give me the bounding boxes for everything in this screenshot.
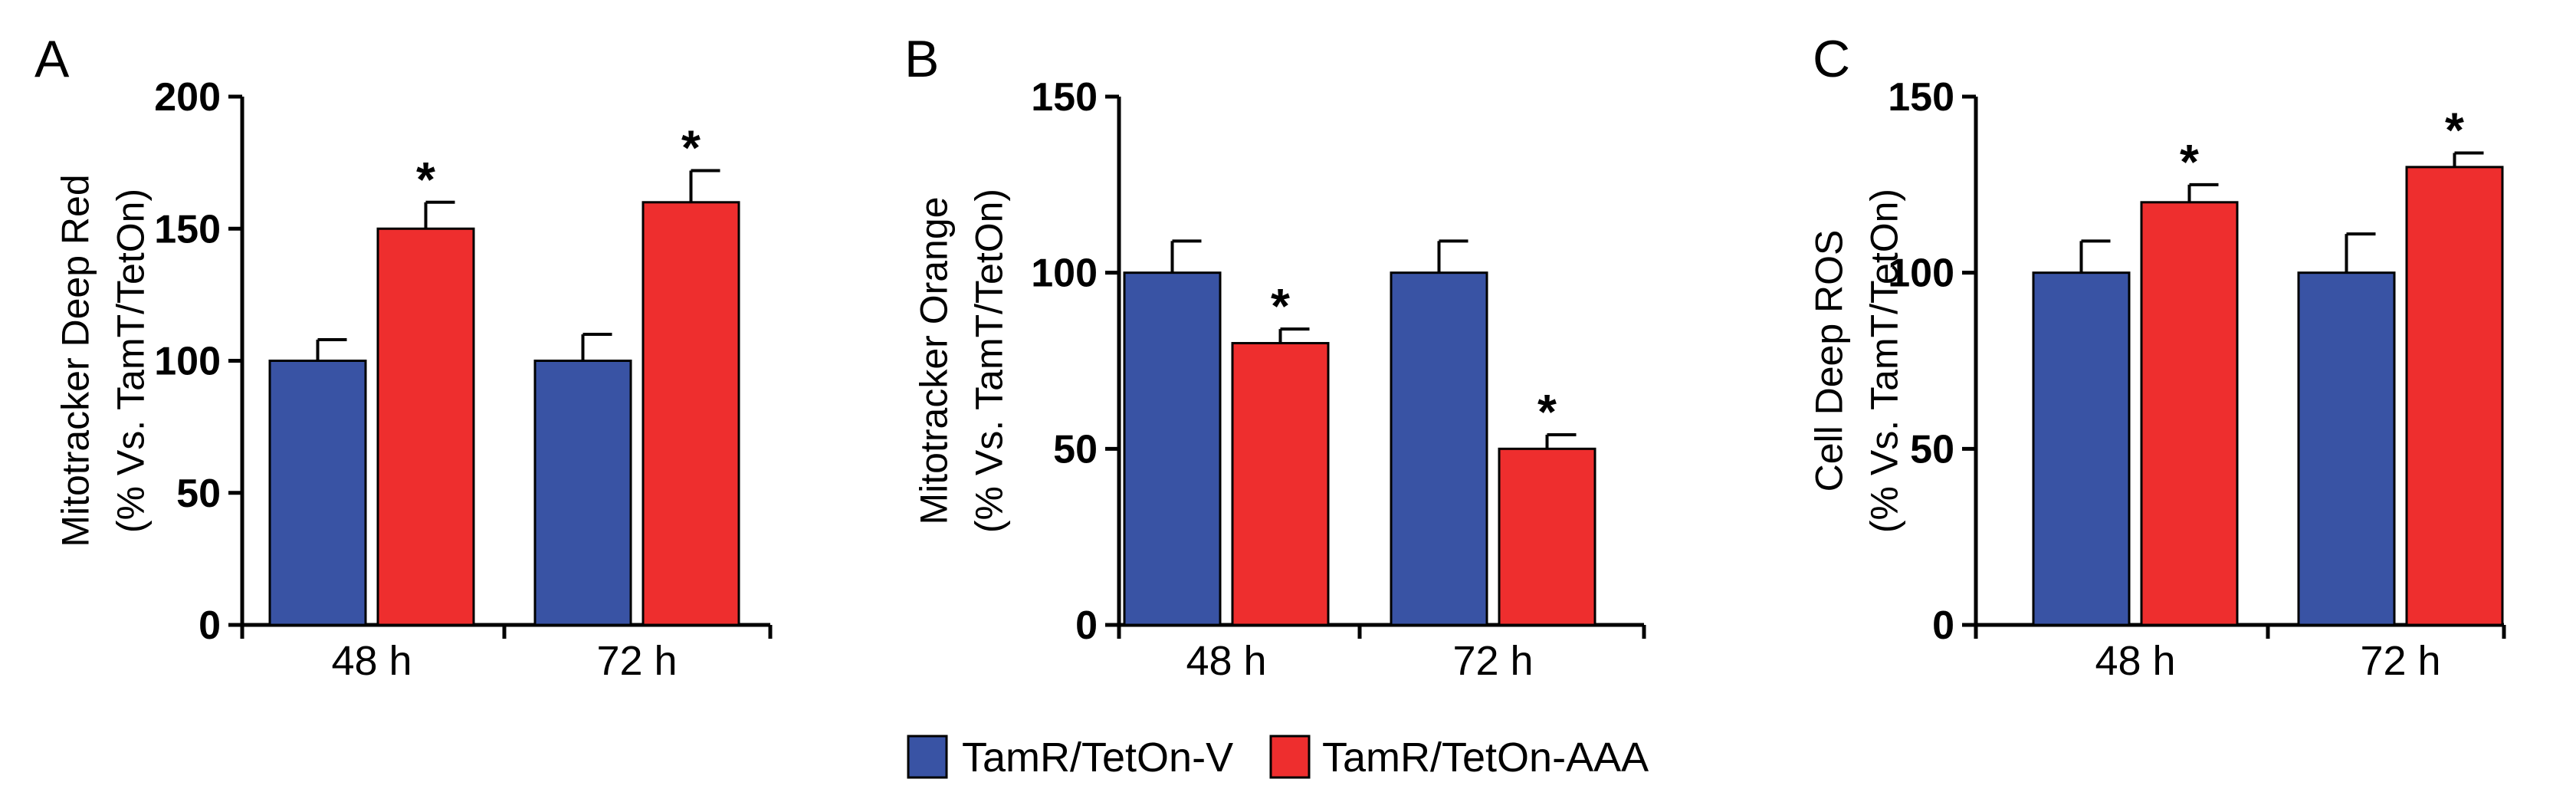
legend-swatch-v xyxy=(907,735,948,779)
bar-aaa-1 xyxy=(642,201,740,626)
bar-aaa-0 xyxy=(1231,342,1330,626)
y-tick-label: 50 xyxy=(1053,427,1098,472)
chart-panels: A 0 50 100 150 200 Mitotracker Deep Red (% Vs. … xyxy=(34,30,2506,684)
bar-v-0 xyxy=(1123,271,1222,626)
significance-mark: * xyxy=(2445,102,2464,157)
bar-v-0 xyxy=(268,360,367,626)
bar-aaa-0 xyxy=(376,227,475,626)
y-tick-label: 0 xyxy=(1075,603,1098,648)
y-tick-label: 0 xyxy=(199,603,221,648)
legend: TamR/TetOn-V TamR/TetOn-AAA xyxy=(907,735,1649,781)
y-tick-label: 100 xyxy=(154,340,221,384)
bar-v-0 xyxy=(2032,271,2131,626)
legend-label-v: TamR/TetOn-V xyxy=(962,735,1233,781)
y-tick-label: 100 xyxy=(1888,251,1954,296)
y-tick-label: 50 xyxy=(176,472,221,516)
panel-letter: C xyxy=(1813,30,1850,88)
x-tick-label: 48 h xyxy=(2095,638,2175,684)
y-tick-label: 150 xyxy=(1031,75,1098,120)
x-tick-label: 48 h xyxy=(1186,638,1266,684)
significance-mark: * xyxy=(2180,134,2199,189)
y-tick-label: 0 xyxy=(1932,603,1954,648)
legend-swatch-aaa xyxy=(1269,735,1311,779)
y-tick-label: 150 xyxy=(154,207,221,251)
y-axis-label-line1: Cell Deep ROS xyxy=(1808,230,1851,492)
bar-aaa-0 xyxy=(2140,201,2239,626)
x-tick-label: 72 h xyxy=(1452,638,1533,684)
legend-label-aaa: TamR/TetOn-AAA xyxy=(1322,735,1649,781)
bar-aaa-1 xyxy=(1498,447,1596,626)
significance-mark: * xyxy=(416,152,435,207)
bar-v-1 xyxy=(533,360,632,626)
y-tick-label: 150 xyxy=(1888,75,1954,120)
bar-v-1 xyxy=(1390,271,1488,626)
chart-panel-b: B 0 50 100 150 Mitotracker Orange (% Vs. TamT/… xyxy=(904,30,1646,684)
y-tick-label: 100 xyxy=(1031,251,1098,296)
y-tick-label: 200 xyxy=(154,75,221,120)
significance-mark: * xyxy=(1271,278,1290,334)
y-axis-label-line2: (% Vs. TamT/TetOn) xyxy=(110,189,153,533)
y-axis-label-line2: (% Vs. TamT/TetOn) xyxy=(968,189,1011,533)
chart-panel-a: A 0 50 100 150 200 Mitotracker Deep Red (% Vs. … xyxy=(34,30,773,684)
significance-mark: * xyxy=(1537,384,1557,439)
x-tick-label: 72 h xyxy=(596,638,677,684)
y-axis-label-line1: Mitotracker Deep Red xyxy=(54,174,97,547)
panel-letter: A xyxy=(34,30,70,88)
y-axis-label-line1: Mitotracker Orange xyxy=(913,197,956,525)
x-tick-label: 48 h xyxy=(331,638,412,684)
chart-panel-c: C 0 50 100 150 Cell Deep ROS (% Vs. TamT/TetOn… xyxy=(1808,30,2506,684)
panel-letter: B xyxy=(904,30,939,88)
y-tick-label: 50 xyxy=(1910,427,1954,472)
significance-mark: * xyxy=(681,120,701,175)
y-axis-label-line2: (% Vs. TamT/TetOn) xyxy=(1863,189,1906,533)
bar-aaa-1 xyxy=(2405,166,2504,626)
x-tick-label: 72 h xyxy=(2360,638,2440,684)
bar-v-1 xyxy=(2297,271,2396,626)
